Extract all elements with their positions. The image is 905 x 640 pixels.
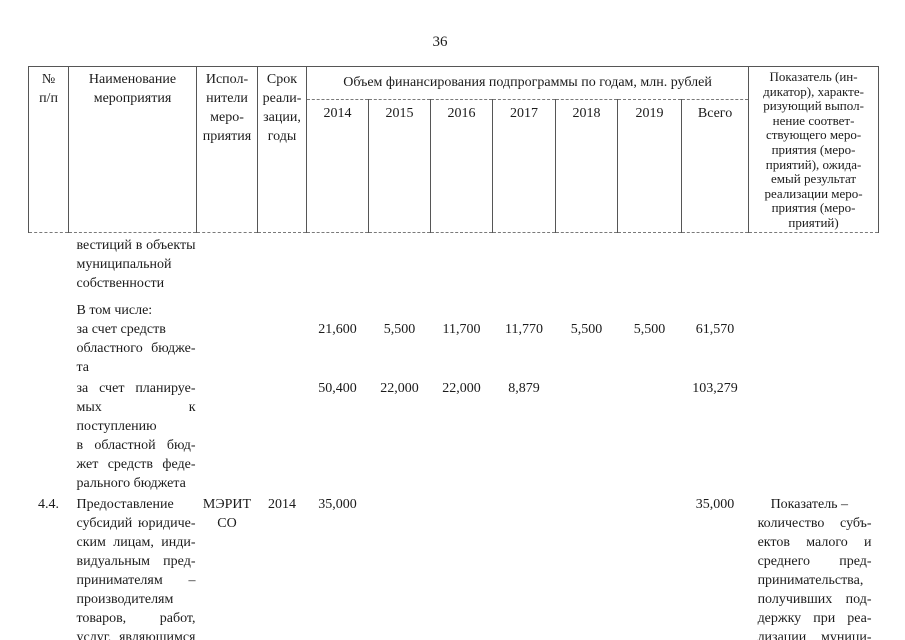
header-year-2017: 2017: [492, 99, 556, 233]
table-header-row: № п/п Наименование мероприятия Испол-нител…: [28, 66, 880, 233]
table-row-continuation: вестиций в объекты муниципальной собственн…: [29, 233, 879, 299]
row-executor: МЭРИТ СО: [202, 496, 252, 531]
value-2018: [556, 377, 618, 493]
value-2014: 21,600: [318, 321, 357, 337]
value-2019: [618, 493, 682, 640]
value-2016: 11,700: [442, 321, 481, 337]
value-total: 61,570: [695, 321, 735, 337]
header-col-num: № п/п: [28, 66, 69, 233]
row-number: 4.4.: [38, 496, 59, 512]
row-term: 2014: [268, 496, 296, 512]
value-total: 35,000: [695, 496, 735, 512]
header-year-2016: 2016: [430, 99, 493, 233]
row-name-text: Предоставление субсидий юридиче-ским лица…: [76, 496, 196, 640]
value-2019: 5,500: [633, 321, 666, 337]
value-2016: 22,000: [442, 380, 481, 396]
row-name-text: В том числе: за счет средств областного бю…: [76, 302, 196, 375]
value-2018: 5,500: [570, 321, 603, 337]
value-total: 103,279: [692, 380, 738, 396]
value-2017: [493, 493, 556, 640]
value-2018: [556, 493, 618, 640]
header-year-2018: 2018: [555, 99, 618, 233]
value-2016: [431, 493, 493, 640]
header-col-indicator: Показатель (ин-дикатор), характе-ризующи…: [748, 66, 880, 233]
header-year-2015: 2015: [368, 99, 431, 233]
financing-table: № п/п Наименование мероприятия Испол-нител…: [28, 66, 880, 640]
row-name-text: вестиций в объекты муниципальной собственн…: [76, 238, 196, 291]
header-col-name: Наименование мероприятия: [68, 66, 197, 233]
page-number: 36: [432, 34, 448, 50]
header-col-executors: Испол-нители меро-приятия: [196, 66, 258, 233]
row-indicator-text: Показатель – количество субъ-ектов малого…: [757, 496, 872, 640]
header-year-2019: 2019: [617, 99, 682, 233]
value-2014: 50,400: [318, 380, 357, 396]
table-row-4-4: 4.4. Предоставление субсидий юридиче-ским…: [29, 493, 879, 640]
header-finance-title: Объем финансирования подпрограммы по год…: [305, 66, 750, 100]
header-col-term: Срок реали-зации, годы: [257, 66, 307, 233]
value-2017: 8,879: [508, 380, 540, 396]
value-2017: 11,770: [505, 321, 543, 337]
table-year-header-row: 2014 2015 2016 2017 2018 2019 Всего: [29, 99, 879, 233]
value-2019: [618, 377, 682, 493]
value-2015: 5,500: [383, 321, 416, 337]
row-name-text: за счет планируе-мых к поступлению в обла…: [76, 380, 196, 491]
value-2014: 35,000: [318, 496, 357, 512]
value-2015: [369, 493, 431, 640]
header-year-2014: 2014: [306, 99, 369, 233]
table-row-regional-budget: В том числе: за счет средств областного бю…: [29, 299, 879, 377]
header-year-total: Всего: [680, 99, 750, 233]
value-2015: 22,000: [380, 380, 419, 396]
table-row-federal-budget: за счет планируе-мых к поступлению в обла…: [29, 377, 879, 493]
